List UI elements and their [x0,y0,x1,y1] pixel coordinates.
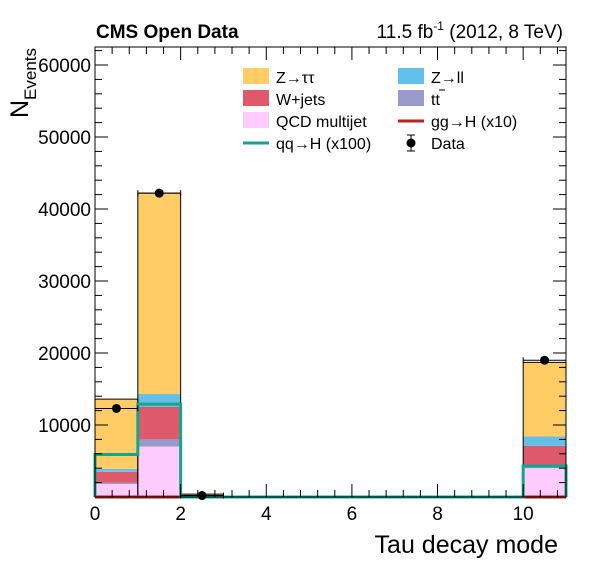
data-marker-0 [111,403,121,413]
legend-label: Z→ll [431,70,464,87]
legend: Z→ττ Z→ll W+jets tt QCD multijet gg→H (x10) qq… [243,68,517,153]
x-tick-label-1: 2 [175,504,186,525]
legend-label: tt [431,92,440,109]
stacked-histogram [94,192,567,497]
bar-z-to-ll-bin-10 [523,436,566,446]
data-point-2 [180,491,224,501]
bar-z-to-tautau-bin-1 [137,193,181,395]
bar-tt-bin-1 [137,439,181,447]
data-point-0 [94,403,139,413]
bar-tt-bin-0 [95,482,138,485]
legend-item-z-to-ll: Z→ll [398,68,464,87]
data-marker-1 [154,188,164,198]
x-tick-label-5: 10 [513,504,534,525]
y-axis: 10000 20000 30000 40000 50000 60000 [38,50,566,498]
chart-title: CMS Open Data [96,22,239,43]
plot-frame [94,46,567,498]
legend-swatch [243,68,269,84]
legend-label: W+jets [276,92,325,109]
y-tick-label-3: 40000 [38,200,91,221]
bar-qcd-multijet-bin-0 [95,484,138,497]
legend-marker [406,138,416,148]
legend-item-qcd-multijet: QCD multijet [243,112,367,131]
bar-qcd-multijet-bin-10 [523,468,566,497]
legend-swatch [398,68,424,84]
bar-z-to-ll-bin-0 [95,468,138,472]
y-tick-label-0: 10000 [38,416,91,437]
x-axis-label: Tau decay mode [375,531,558,559]
legend-swatch [398,90,424,106]
x-tick-label-2: 4 [261,504,272,525]
x-axis: 0 2 4 6 8 10 [90,47,558,525]
legend-item-gg-to-h-x10: gg→H (x10) [398,114,517,131]
legend-swatch [243,112,269,128]
x-tick-label-0: 0 [90,504,101,525]
data-marker-2 [197,491,207,501]
legend-item-tt: tt [398,89,445,109]
legend-swatch [243,90,269,106]
data-points [94,188,567,501]
legend-item-z-to-tautau: Z→ττ [243,68,315,87]
legend-item-data: Data [406,134,465,153]
legend-label: Data [431,136,465,153]
bar-w-jets-bin-0 [95,471,138,483]
legend-item-w-jets: W+jets [243,90,325,109]
bar-z-to-tautau-bin-10 [523,362,566,437]
bar-w-jets-bin-10 [523,445,566,465]
data-point-3 [522,355,567,365]
bar-qcd-multijet-bin-1 [137,446,181,497]
data-marker-3 [540,355,550,365]
bar-w-jets-bin-1 [137,407,181,440]
y-axis-label: NEvents [6,48,40,118]
lumi-label: 11.5 fb-1 (2012, 8 TeV) [377,19,563,43]
legend-label: QCD multijet [276,114,367,131]
legend-label: Z→ττ [276,70,315,87]
y-tick-label-1: 20000 [38,344,91,365]
x-tick-label-4: 8 [432,504,443,525]
y-tick-label-2: 30000 [38,272,91,293]
legend-label: qq→H (x100) [276,136,371,153]
y-tick-label-4: 50000 [38,128,91,149]
y-tick-label-5: 60000 [38,56,91,77]
legend-item-qq-to-h-x100: qq→H (x100) [243,136,371,153]
legend-label: gg→H (x10) [431,114,517,131]
data-point-1 [137,188,182,198]
x-tick-label-3: 6 [347,504,358,525]
